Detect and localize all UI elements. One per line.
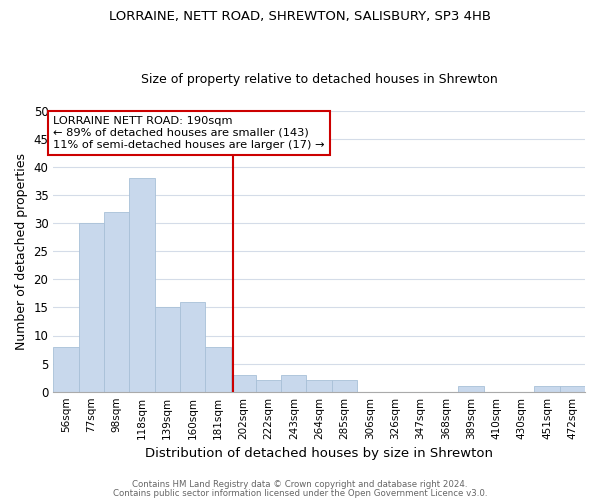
Bar xyxy=(458,386,484,392)
Bar xyxy=(307,380,332,392)
Bar xyxy=(53,346,79,392)
Title: Size of property relative to detached houses in Shrewton: Size of property relative to detached ho… xyxy=(141,73,497,86)
Text: Contains public sector information licensed under the Open Government Licence v3: Contains public sector information licen… xyxy=(113,489,487,498)
X-axis label: Distribution of detached houses by size in Shrewton: Distribution of detached houses by size … xyxy=(145,447,493,460)
Bar xyxy=(535,386,560,392)
Bar xyxy=(79,223,104,392)
Y-axis label: Number of detached properties: Number of detached properties xyxy=(15,152,28,350)
Text: LORRAINE NETT ROAD: 190sqm
← 89% of detached houses are smaller (143)
11% of sem: LORRAINE NETT ROAD: 190sqm ← 89% of deta… xyxy=(53,116,325,150)
Bar xyxy=(560,386,585,392)
Bar xyxy=(205,346,230,392)
Bar xyxy=(180,302,205,392)
Bar xyxy=(155,308,180,392)
Bar xyxy=(129,178,155,392)
Bar xyxy=(332,380,357,392)
Bar xyxy=(281,375,307,392)
Bar xyxy=(230,375,256,392)
Bar xyxy=(256,380,281,392)
Text: LORRAINE, NETT ROAD, SHREWTON, SALISBURY, SP3 4HB: LORRAINE, NETT ROAD, SHREWTON, SALISBURY… xyxy=(109,10,491,23)
Text: Contains HM Land Registry data © Crown copyright and database right 2024.: Contains HM Land Registry data © Crown c… xyxy=(132,480,468,489)
Bar xyxy=(104,212,129,392)
